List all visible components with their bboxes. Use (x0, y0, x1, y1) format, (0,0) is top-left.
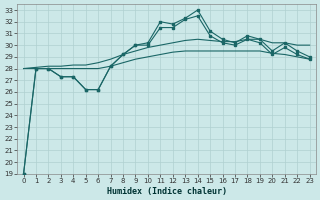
X-axis label: Humidex (Indice chaleur): Humidex (Indice chaleur) (107, 187, 227, 196)
